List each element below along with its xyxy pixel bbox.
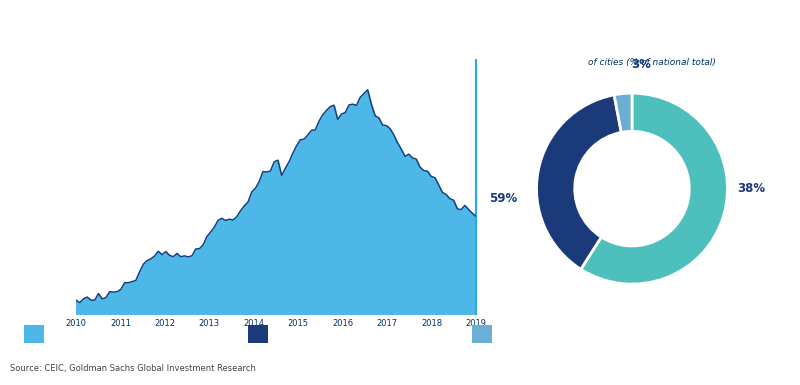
Wedge shape (614, 93, 632, 132)
Text: 0: 0 (59, 309, 65, 318)
Text: 38%: 38% (738, 182, 766, 195)
Text: of cities (% of national total): of cities (% of national total) (588, 59, 716, 67)
Bar (248, 325, 268, 343)
Text: Tier-2 cities: Tier-2 cities (274, 329, 330, 339)
Text: 200: 200 (49, 219, 65, 228)
Wedge shape (537, 95, 622, 269)
Text: 100: 100 (49, 264, 65, 273)
Wedge shape (581, 93, 727, 284)
Text: Tier-1 cities: Tier-1 cities (498, 329, 554, 339)
Bar (24, 325, 44, 343)
Text: 500: 500 (49, 82, 65, 91)
Bar (472, 325, 492, 343)
Text: Tier-3 cities: Tier-3 cities (50, 329, 106, 339)
Text: 400: 400 (49, 128, 65, 137)
Text: Tier-3 cities matter for housing sales, but they benefit little from current eas: Tier-3 cities matter for housing sales, … (10, 6, 513, 16)
Text: 3%: 3% (632, 58, 651, 71)
Text: 300: 300 (49, 173, 65, 182)
Text: Source: CEIC, Goldman Sachs Global Investment Research: Source: CEIC, Goldman Sachs Global Inves… (10, 364, 255, 373)
Text: Tier-3 city housing sales (Jan 2010=100): Tier-3 city housing sales (Jan 2010=100) (84, 43, 322, 53)
Text: 59%: 59% (489, 192, 518, 205)
